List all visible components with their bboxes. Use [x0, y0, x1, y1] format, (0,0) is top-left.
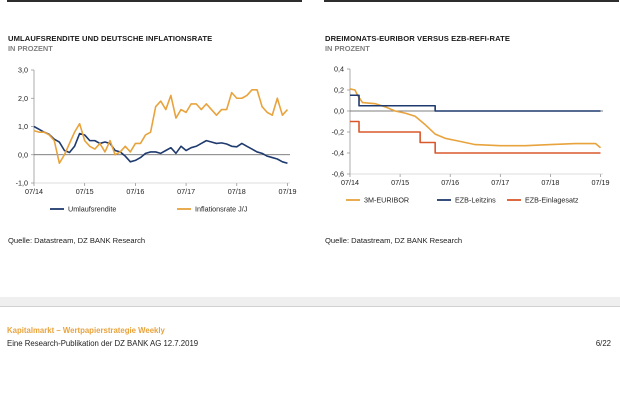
x-tick-label: 07/14 [341, 178, 359, 187]
y-tick-label: 3,0 [18, 66, 28, 75]
right-chart-title: DREIMONATS-EURIBOR VERSUS EZB-REFI-RATE [325, 34, 511, 43]
series-line-1 [350, 94, 601, 112]
x-tick-label: 07/17 [177, 187, 195, 196]
left-chart-subtitle: IN PROZENT [8, 44, 53, 53]
x-tick-label: 07/16 [126, 187, 144, 196]
euribor-refi-chart: 0,4 0,2 0,0 -0,2 -0,4 -0,607/14 07/15 07/16 07/1… [332, 65, 610, 205]
footer-publisher-line: Eine Research-Publikation der DZ BANK AG… [7, 339, 199, 348]
x-tick-label: 07/15 [76, 187, 94, 196]
series-line-2 [350, 120, 601, 154]
legend-label: Umlaufsrendite [68, 205, 116, 214]
footer-divider [0, 306, 620, 307]
y-tick-label: 0,0 [334, 107, 344, 116]
y-tick-label: 0,2 [334, 86, 344, 95]
legend-label: 3M-EURIBOR [364, 196, 409, 205]
y-tick-label: 2,0 [18, 94, 28, 103]
y-tick-label: -1,0 [16, 179, 28, 188]
right-chart-subtitle: IN PROZENT [325, 44, 370, 53]
y-tick-label: -0,4 [332, 149, 344, 158]
y-tick-label: -0,2 [332, 128, 344, 137]
series-line-0 [33, 125, 288, 164]
right-source-note: Quelle: Datastream, DZ BANK Research [325, 236, 463, 245]
legend-label: EZB-Einlagesatz [525, 196, 579, 205]
y-tick-label: 0,0 [18, 150, 28, 159]
x-tick-label: 07/14 [25, 187, 43, 196]
x-tick-label: 07/19 [278, 187, 296, 196]
x-tick-label: 07/17 [491, 178, 509, 187]
series-line-1 [33, 88, 289, 165]
x-tick-label: 07/15 [391, 178, 409, 187]
left-chart-title: UMLAUFSRENDITE UND DEUTSCHE INFLATIONSRA… [8, 34, 213, 43]
footer-publication-title: Kapitalmarkt – Wertpapierstrategie Weekl… [7, 326, 165, 335]
left-top-rule [7, 0, 302, 2]
legend-label: Inflationsrate J/J [195, 205, 248, 214]
y-tick-label: 1,0 [18, 122, 28, 131]
x-tick-label: 07/18 [541, 178, 559, 187]
footer-page-number: 6/22 [595, 339, 611, 348]
footer-band [0, 297, 620, 306]
x-tick-label: 07/18 [228, 187, 246, 196]
right-top-rule [324, 0, 619, 2]
inflation-yield-chart: 3,0 2,0 1,0 0,0 -1,007/14 07/15 07/16 07/17 07/1… [16, 66, 297, 214]
y-tick-label: 0,4 [334, 65, 344, 74]
series-line-0 [349, 88, 602, 149]
left-source-note: Quelle: Datastream, DZ BANK Research [8, 236, 146, 245]
legend-label: EZB-Leitzins [455, 196, 496, 205]
y-tick-label: -0,6 [332, 170, 344, 179]
x-tick-label: 07/16 [441, 178, 459, 187]
x-tick-label: 07/19 [591, 178, 609, 187]
